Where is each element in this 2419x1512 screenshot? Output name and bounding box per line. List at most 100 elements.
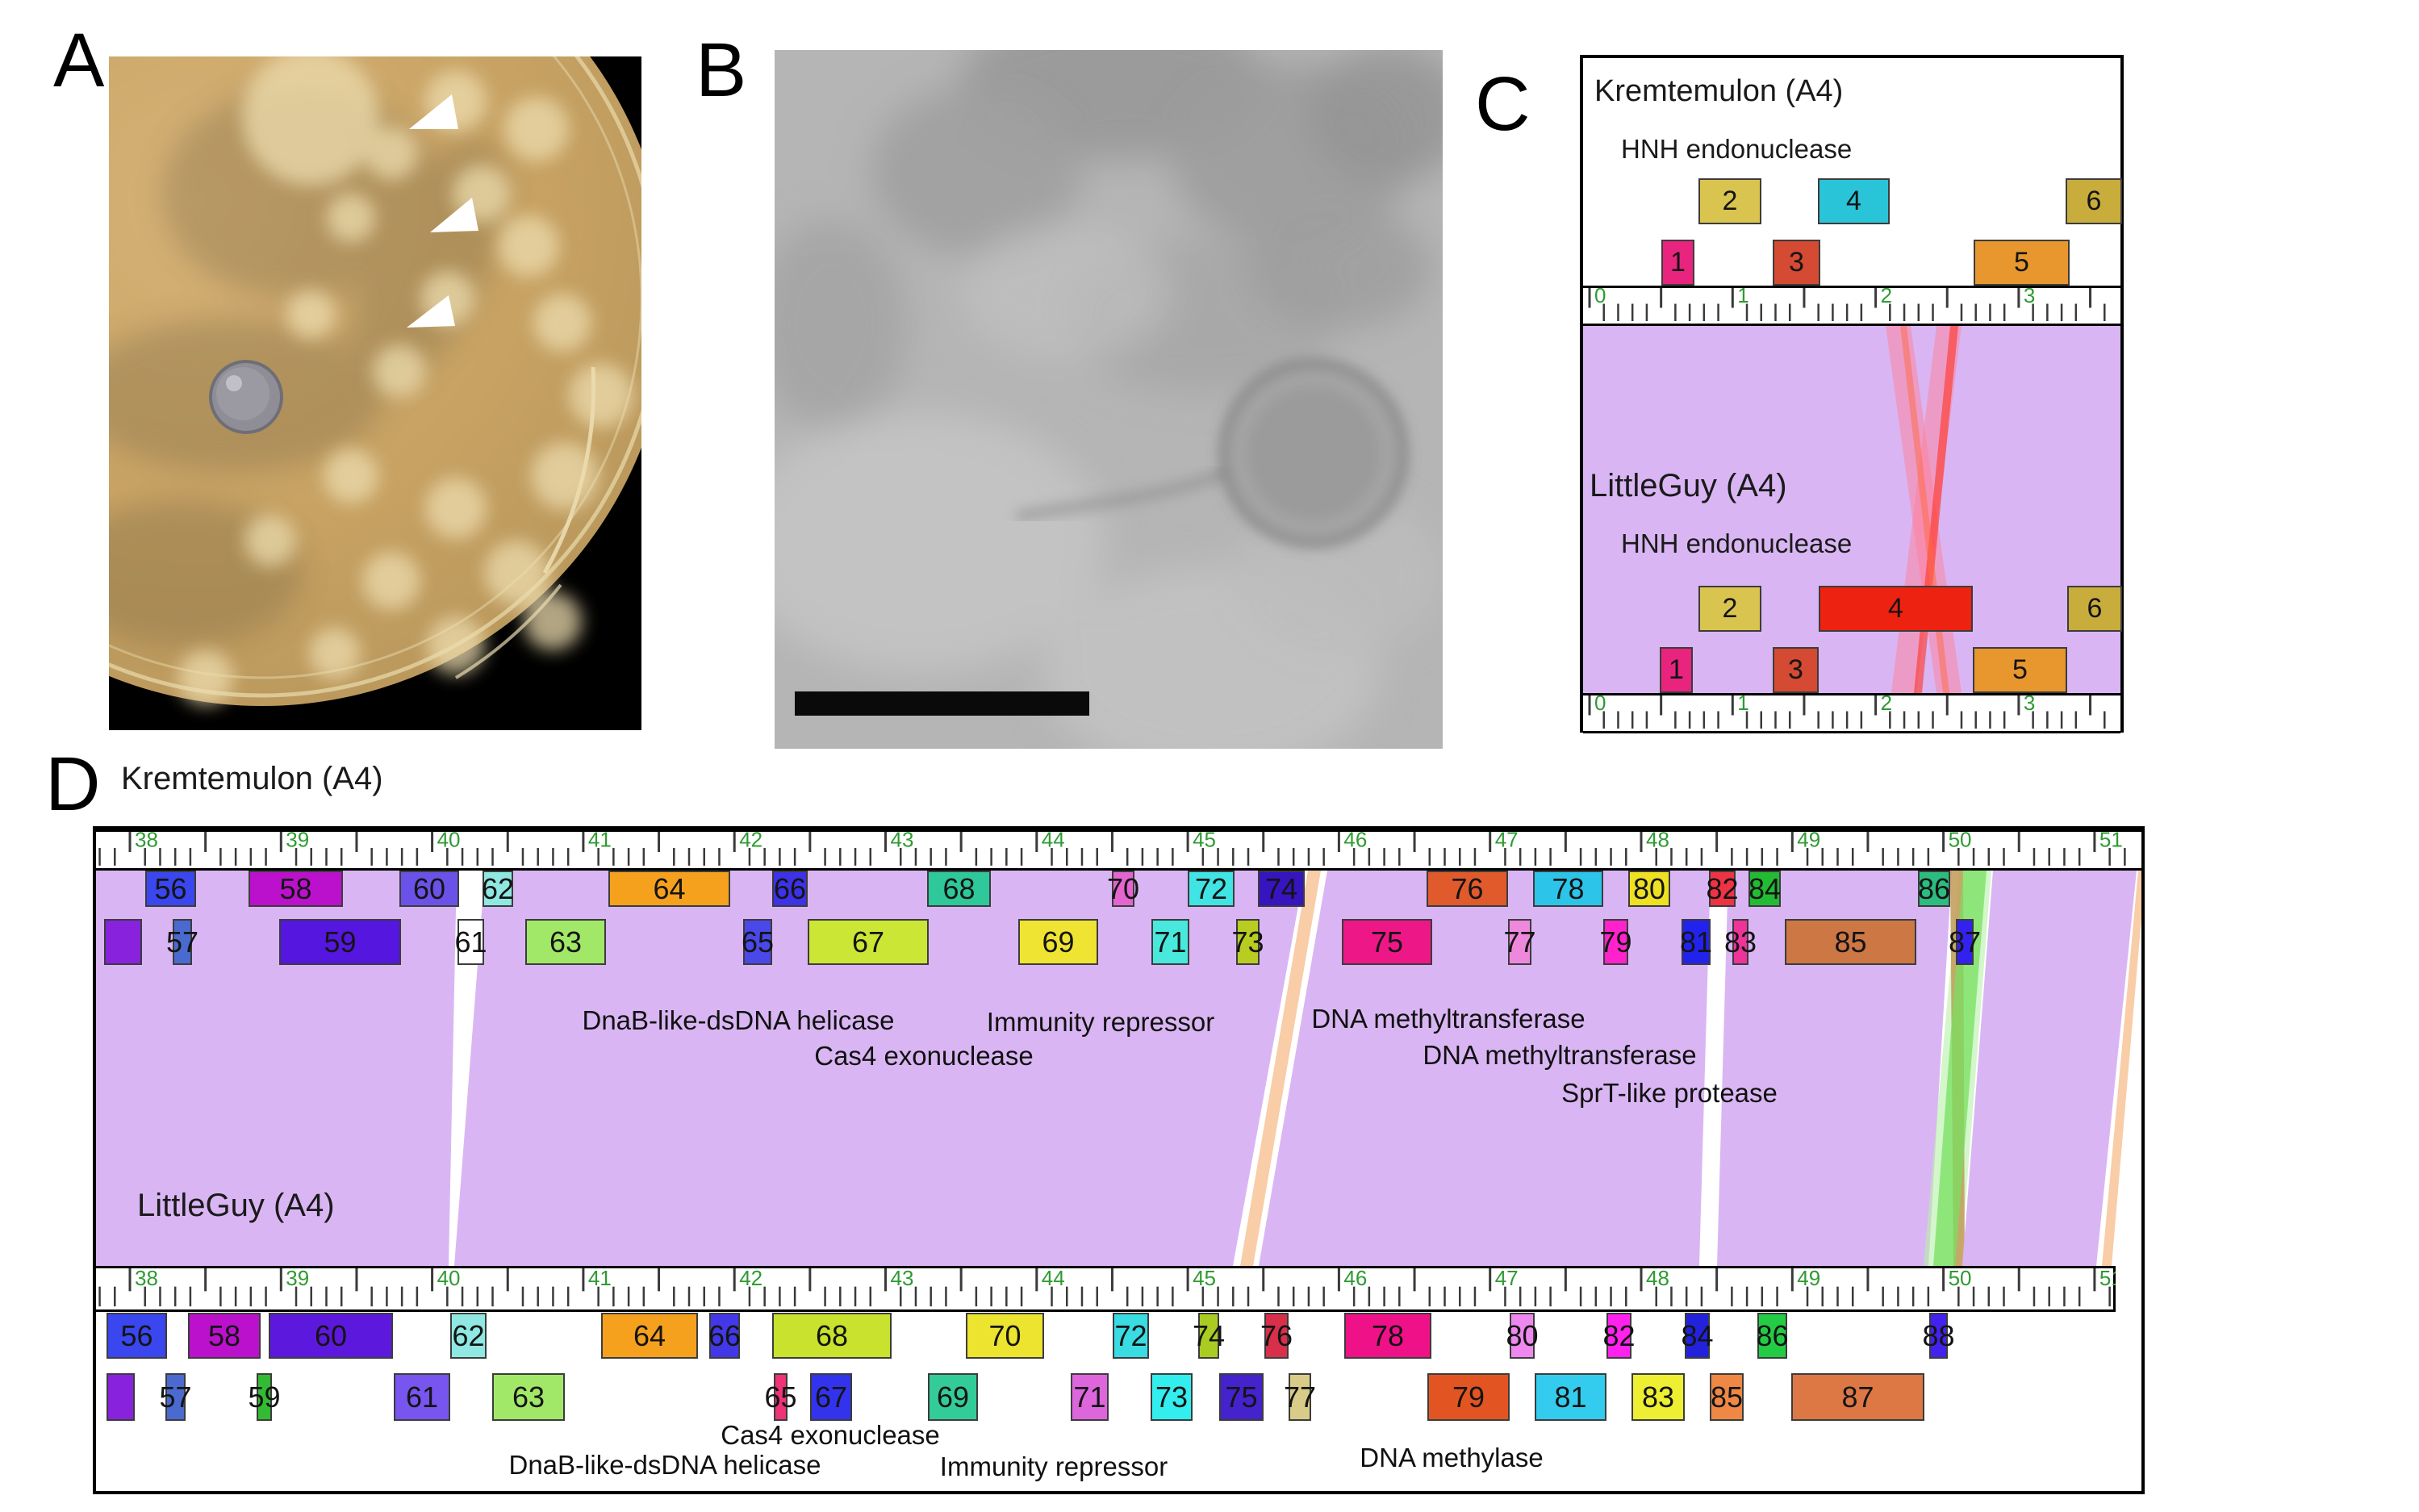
svg-text:39: 39 bbox=[286, 829, 309, 851]
em-image bbox=[775, 50, 1443, 749]
svg-text:3: 3 bbox=[2024, 693, 2035, 715]
svg-text:40: 40 bbox=[437, 1266, 461, 1290]
petri-dish-image bbox=[109, 56, 641, 706]
gene-86: 86 bbox=[1756, 1313, 1789, 1359]
svg-text:38: 38 bbox=[135, 829, 158, 851]
agar-plug bbox=[209, 360, 283, 434]
gene-87: 87 bbox=[1949, 919, 1981, 965]
gene-5: 5 bbox=[1973, 647, 2067, 693]
gene-65: 65 bbox=[764, 1373, 797, 1421]
phage-tail bbox=[1016, 466, 1233, 521]
panel-b-letter: B bbox=[696, 27, 747, 113]
svg-text:0: 0 bbox=[1594, 286, 1606, 307]
d-bottom-ruler: 38 39 40 41 42 43 44 45 46 47 48 49 50 51 bbox=[96, 1266, 2116, 1312]
svg-text:39: 39 bbox=[286, 1266, 309, 1290]
gene-63: 63 bbox=[492, 1373, 565, 1421]
gene-83: 83 bbox=[1631, 1373, 1685, 1421]
ruler-ticks: 0 1 2 3 bbox=[1583, 693, 2120, 733]
gene-74: 74 bbox=[1193, 1313, 1225, 1359]
gene-81: 81 bbox=[1535, 1373, 1606, 1421]
annotation-label: Immunity repressor bbox=[986, 1007, 1215, 1037]
panel-d-map: 38 39 40 41 42 43 44 45 46 47 48 49 50 51 LittleGuy (… bbox=[93, 826, 2145, 1494]
gene-68: 68 bbox=[772, 1313, 892, 1359]
c-bottom-annotation: HNH endonuclease bbox=[1621, 528, 1853, 558]
c-top-ruler: 0 1 2 3 bbox=[1583, 286, 2120, 326]
gene-77: 77 bbox=[1503, 919, 1536, 965]
gene-71: 71 bbox=[1071, 1373, 1109, 1421]
svg-text:2: 2 bbox=[1881, 286, 1892, 307]
d-bottom-gene-track: 56 58 60 62 64 66 68 70 72 74 76 78 80 82 84 86 88 57 59 61… bbox=[96, 829, 2141, 1491]
d-top-genome-title: Kremtemulon (A4) bbox=[121, 761, 383, 796]
svg-text:49: 49 bbox=[1797, 829, 1820, 851]
gene-76: 76 bbox=[1427, 871, 1508, 907]
panel-c-letter: C bbox=[1475, 61, 1531, 147]
svg-text:42: 42 bbox=[739, 1266, 762, 1290]
gene-73: 73 bbox=[1151, 1373, 1193, 1421]
gene-59: 59 bbox=[248, 1373, 281, 1421]
gene-81: 81 bbox=[1680, 919, 1712, 965]
gene-68: 68 bbox=[927, 871, 991, 907]
gene-64: 64 bbox=[601, 1313, 698, 1359]
gene-60: 60 bbox=[399, 871, 459, 907]
ruler-ticks: 0 1 2 3 bbox=[1583, 286, 2120, 326]
annotation-label: DNA methylase bbox=[1360, 1443, 1544, 1472]
gene-84: 84 bbox=[1681, 1313, 1714, 1359]
gene-3: 3 bbox=[1773, 647, 1819, 693]
svg-text:41: 41 bbox=[588, 1266, 612, 1290]
gene-69: 69 bbox=[928, 1373, 978, 1421]
annotation-label: Immunity repressor bbox=[939, 1451, 1168, 1481]
gene-63: 63 bbox=[525, 919, 606, 965]
gene-1: 1 bbox=[1661, 240, 1694, 286]
annotation-label: DnaB-like-dsDNA helicase bbox=[582, 1005, 895, 1035]
gene-75: 75 bbox=[1219, 1373, 1264, 1421]
gene-60: 60 bbox=[269, 1313, 393, 1359]
gene-80: 80 bbox=[1628, 871, 1670, 907]
svg-text:0: 0 bbox=[1594, 693, 1606, 715]
gene-2: 2 bbox=[1698, 178, 1761, 224]
gene-69: 69 bbox=[1018, 919, 1098, 965]
gene-79: 79 bbox=[1599, 919, 1632, 965]
gene-57: 57 bbox=[159, 1373, 192, 1421]
gene-4: 4 bbox=[1818, 178, 1890, 224]
gene-64: 64 bbox=[608, 871, 730, 907]
gene-67: 67 bbox=[808, 919, 929, 965]
gene-74: 74 bbox=[1258, 871, 1305, 907]
gene-88: 88 bbox=[1922, 1313, 1955, 1359]
svg-text:44: 44 bbox=[1042, 829, 1065, 851]
gene-78: 78 bbox=[1533, 871, 1603, 907]
gene-80: 80 bbox=[1506, 1313, 1539, 1359]
svg-text:41: 41 bbox=[588, 829, 612, 851]
svg-text:48: 48 bbox=[1646, 829, 1669, 851]
svg-text:45: 45 bbox=[1193, 829, 1216, 851]
gene-71: 71 bbox=[1151, 919, 1189, 965]
gene-unnumbered bbox=[104, 919, 142, 965]
panel-a-letter: A bbox=[53, 18, 105, 103]
svg-text:1: 1 bbox=[1737, 693, 1748, 715]
gene-56: 56 bbox=[107, 1313, 167, 1359]
gene-5: 5 bbox=[1974, 240, 2070, 286]
svg-text:42: 42 bbox=[739, 829, 762, 851]
gene-56: 56 bbox=[145, 871, 196, 907]
svg-text:43: 43 bbox=[891, 1266, 914, 1290]
c-top-gene-track: 2 4 6 1 3 5 bbox=[1583, 58, 2122, 286]
gene-87: 87 bbox=[1791, 1373, 1924, 1421]
annotation-label: DNA methyltransferase bbox=[1311, 1004, 1586, 1034]
annotation-label: DnaB-like-dsDNA helicase bbox=[508, 1450, 821, 1480]
svg-text:46: 46 bbox=[1343, 829, 1367, 851]
gene-70: 70 bbox=[966, 1313, 1044, 1359]
gene-4: 4 bbox=[1819, 586, 1973, 632]
gene-78: 78 bbox=[1344, 1313, 1431, 1359]
svg-text:49: 49 bbox=[1797, 1266, 1820, 1290]
panel-a-photo bbox=[109, 56, 641, 730]
svg-text:46: 46 bbox=[1343, 1266, 1367, 1290]
annotation-label: Cas4 exonuclease bbox=[814, 1041, 1034, 1071]
gene-61: 61 bbox=[454, 919, 487, 965]
svg-text:3: 3 bbox=[2024, 286, 2035, 307]
gene-70: 70 bbox=[1107, 871, 1139, 907]
gene-62: 62 bbox=[450, 1313, 487, 1359]
gene-82: 82 bbox=[1706, 871, 1739, 907]
gene-85: 85 bbox=[1710, 1373, 1744, 1421]
gene-83: 83 bbox=[1724, 919, 1757, 965]
gene-57: 57 bbox=[166, 919, 198, 965]
